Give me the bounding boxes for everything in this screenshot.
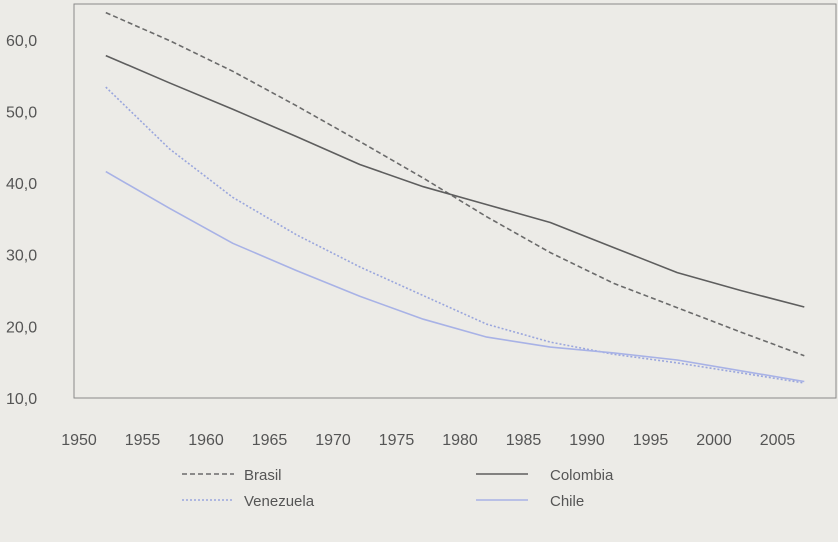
x-tick-label: 1980: [442, 432, 478, 449]
x-tick-label: 1965: [252, 432, 288, 449]
x-tick-label: 1990: [569, 432, 605, 449]
x-tick-label: 2000: [696, 432, 732, 449]
legend-label-venezuela: Venezuela: [244, 493, 315, 510]
series-group: [105, 11, 805, 384]
y-tick-label: 30,0: [6, 248, 37, 265]
series-line-brasil: [105, 11, 805, 357]
legend-label-chile: Chile: [550, 493, 584, 510]
y-tick-label: 20,0: [6, 319, 37, 336]
plot-area: [73, 3, 837, 399]
y-tick-label: 50,0: [6, 104, 37, 121]
series-line-chile: [105, 170, 805, 383]
x-tick-label: 1960: [188, 432, 224, 449]
x-tick-label: 1975: [379, 432, 415, 449]
x-tick-label: 2005: [760, 432, 796, 449]
series-line-colombia: [105, 54, 805, 308]
y-tick-label: 10,0: [6, 391, 37, 408]
y-tick-label: 60,0: [6, 33, 37, 50]
x-tick-label: 1985: [506, 432, 542, 449]
x-tick-label: 1950: [61, 432, 97, 449]
x-axis: 1950 1955 1960 1965 1970 1975 1980 1985 1990 1995…: [61, 432, 795, 449]
x-tick-label: 1995: [633, 432, 669, 449]
legend-label-colombia: Colombia: [550, 467, 614, 484]
x-tick-label: 1955: [125, 432, 161, 449]
y-tick-label: 40,0: [6, 176, 37, 193]
y-axis: 10,0 20,0 30,0 40,0 50,0 60,0: [6, 33, 37, 408]
legend: Brasil Colombia Venezuela Chile: [182, 467, 614, 510]
x-tick-label: 1970: [315, 432, 351, 449]
series-line-venezuela: [105, 86, 805, 384]
legend-label-brasil: Brasil: [244, 467, 282, 484]
